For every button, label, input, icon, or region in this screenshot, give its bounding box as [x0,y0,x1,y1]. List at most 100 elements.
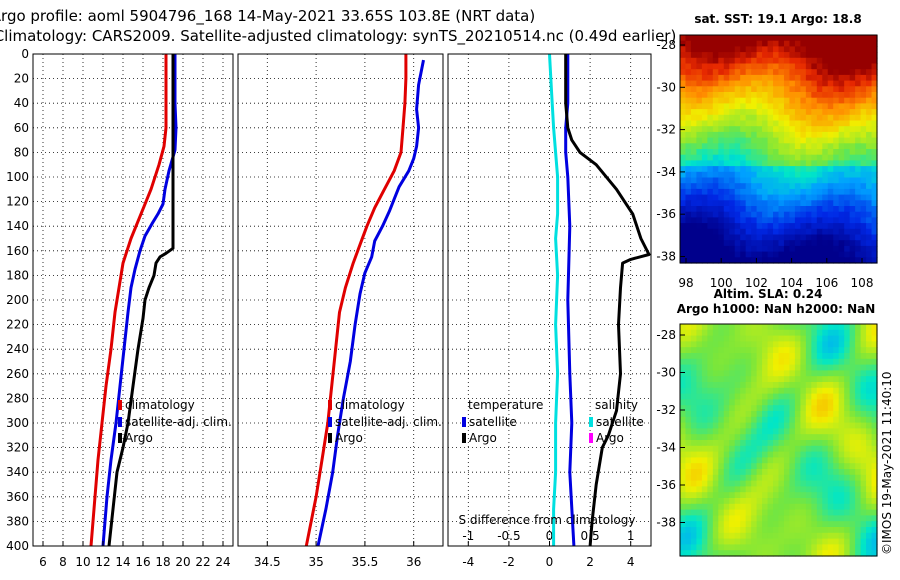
sst-cell [701,149,708,156]
sst-cell [838,177,845,184]
sla-cell [827,474,834,482]
sla-cell [871,474,878,482]
sla-cell [778,527,785,534]
sla-cell [690,538,698,545]
sla-cell [740,411,747,418]
sst-cell [756,200,763,207]
sla-cell [827,440,834,447]
sst-cell [805,154,812,161]
sst-cell [844,206,851,213]
sst-cell [849,114,856,122]
sla-cell [849,382,856,389]
sst-cell [734,126,741,133]
sla-cell [767,515,774,522]
sst-cell [762,92,769,99]
sst-cell [740,120,747,127]
sst-cell [805,35,812,42]
sst-cell [723,240,730,247]
sla-cell [855,387,862,395]
legend-label-satellite: satellite-adj. clim. [125,415,232,429]
sla-cell [680,463,687,470]
sla-cell [822,527,829,534]
sla-cell [805,324,812,331]
sla-cell [729,422,736,429]
sla-cell [805,422,812,429]
sla-cell [789,428,796,435]
sla-cell [701,515,708,522]
sla-cell [723,341,730,348]
sla-cell [756,324,763,331]
sla-cell [690,492,698,499]
sst-cell [756,80,763,87]
sla-cell [778,353,785,360]
sst-cell [811,40,818,47]
sst-cell [789,97,796,104]
sla-cell [773,469,780,476]
sla-cell [800,509,807,516]
sst-cell [783,251,791,258]
sst-cell [838,160,845,167]
sst-cell [833,154,840,161]
sst-cell [800,63,807,70]
sla-cell [855,399,862,406]
sst-cell [696,143,703,150]
sst-cell [800,211,807,218]
sla-cell [680,370,687,377]
sla-cell [805,527,812,534]
sst-map-frame [679,34,878,264]
sst-cell [849,57,856,65]
sst-cell [751,177,758,184]
sla-cell [680,532,687,540]
sla-cell [849,405,856,412]
sla-cell [729,370,736,377]
sst-cell [701,200,708,207]
sla-cell [723,486,730,493]
sst-cell [729,57,736,65]
sst-cell [767,240,774,247]
sst-cell [789,206,796,213]
sla-cell [816,405,823,412]
sla-cell [844,387,851,395]
sla-cell [767,451,774,458]
legend-swatch-sal-argo [589,433,593,443]
sst-cell [827,114,834,122]
sla-cell [734,521,741,528]
sla-cell [740,370,747,377]
sst-cell [734,166,741,173]
sla-cell [751,364,758,371]
sst-cell [690,217,698,224]
sst-cell [838,171,845,179]
sla-cell [860,370,867,377]
sst-cell [767,257,774,264]
sst-cell [690,40,698,47]
sla-cell [866,376,873,383]
sla-cell [816,469,823,476]
sst-cell [745,52,752,59]
sla-cell [729,399,736,406]
sst-cell [685,86,692,93]
sla-cell [855,486,862,493]
sla-cell [701,474,708,482]
sla-cell [838,434,845,441]
sla-cell [751,370,758,377]
sst-cell [871,86,878,93]
sla-cell [729,382,736,389]
sst-cell [805,92,812,99]
sla-cell [811,463,818,470]
sla-cell [756,544,763,551]
sla-cell [871,451,878,458]
sst-cell [685,245,692,253]
sla-cell [690,399,698,406]
sla-cell [871,515,878,522]
sst-cell [751,234,758,241]
sla-cell [680,358,687,366]
sst-cell [800,40,807,47]
series-line-argo [107,54,175,547]
sst-cell [745,166,752,173]
sla-cell [762,463,769,470]
sla-cell [833,440,840,447]
sla-cell [723,532,730,540]
sla-cell [833,532,840,540]
sla-cell [827,480,834,487]
sla-cell [685,498,692,505]
